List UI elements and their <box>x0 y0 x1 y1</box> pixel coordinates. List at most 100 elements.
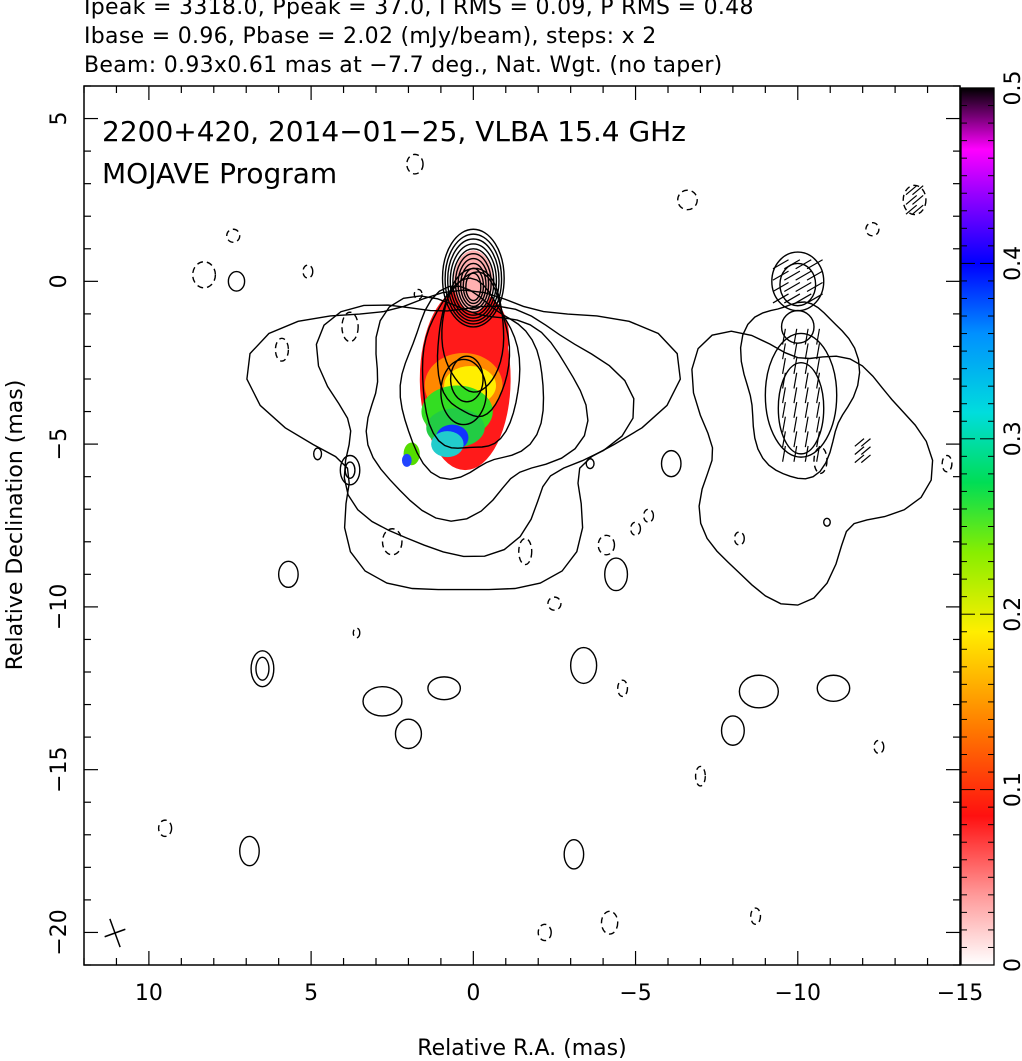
program-annotation: MOJAVE Program <box>102 157 337 190</box>
negative-contour <box>733 531 745 546</box>
evpa-vector <box>804 431 809 448</box>
evpa-vector <box>784 270 801 281</box>
jet-contour <box>365 295 589 522</box>
evpa-vector <box>782 343 786 360</box>
evpa-vector <box>804 445 809 462</box>
evpa-vector <box>793 416 798 433</box>
evpa-vector <box>854 454 865 464</box>
axis-ticks <box>83 85 961 966</box>
y-axis-title: Relative Declination (mas) <box>3 380 28 671</box>
x-tick-label: −15 <box>937 981 983 1006</box>
negative-contour <box>902 184 927 216</box>
noise-contour <box>239 835 260 867</box>
evpa-vector <box>793 328 798 345</box>
evpa-vector <box>782 357 786 374</box>
evpa-vector <box>854 438 865 447</box>
evpa-vector <box>860 438 871 447</box>
evpa-vector <box>804 372 809 389</box>
evpa-vector <box>772 270 789 281</box>
noise-contour <box>339 454 361 486</box>
evpa-vector <box>912 204 924 215</box>
evpa-vector <box>804 416 809 433</box>
colorbar-tick-label: 0.5 <box>1001 71 1022 106</box>
jet-contour <box>441 267 505 393</box>
evpa-vector <box>804 387 809 404</box>
negative-contour <box>381 528 403 556</box>
evpa-vector <box>806 259 823 270</box>
evpa-vector <box>782 416 786 433</box>
evpa-vector <box>806 282 823 293</box>
negative-contour <box>629 521 642 536</box>
noise-contour <box>660 449 682 478</box>
pol-contour <box>780 309 815 344</box>
evpa-vector <box>804 401 809 418</box>
core-region <box>453 250 493 313</box>
evpa-vector <box>793 431 798 448</box>
noise-contour <box>427 676 462 701</box>
negative-contour <box>750 907 762 926</box>
evpa-vector <box>912 185 924 196</box>
evpa-vector <box>784 293 801 304</box>
evpa-vector <box>905 194 918 205</box>
noise-contour <box>569 646 598 685</box>
evpa-vector <box>782 401 786 418</box>
negative-contour <box>352 627 361 639</box>
color-region <box>431 431 464 458</box>
core-contour <box>441 228 505 328</box>
evpa-vector <box>782 445 786 462</box>
negative-contour <box>547 596 562 611</box>
colorbar-tick-label: 0.1 <box>1001 772 1022 807</box>
evpa-vector <box>912 194 924 205</box>
noise-contour <box>816 674 851 702</box>
y-tick-label: −15 <box>47 746 72 792</box>
noise-contour <box>255 656 270 681</box>
evpa-vector <box>905 185 918 196</box>
evpa-vector <box>793 387 798 404</box>
evpa-vector <box>860 446 871 455</box>
evpa-vector <box>795 270 812 281</box>
noise-contour <box>585 458 595 470</box>
evpa-vector <box>816 357 821 374</box>
evpa-vector <box>816 401 821 418</box>
core-contour <box>452 248 495 316</box>
negative-contour <box>873 739 885 755</box>
intensity-contours <box>157 153 953 942</box>
evpa-vector <box>793 445 798 462</box>
evpa-vector <box>816 343 821 360</box>
evpa-vector <box>793 343 798 360</box>
negative-contour <box>642 508 655 523</box>
evpa-vector <box>905 204 918 215</box>
plot-frame <box>83 85 961 966</box>
polarization-vectors <box>772 185 924 464</box>
evpa-vector <box>854 446 865 455</box>
x-tick-label: 10 <box>135 981 163 1006</box>
source-annotation: 2200+420, 2014−01−25, VLBA 15.4 GHz <box>102 115 686 148</box>
evpa-vector <box>795 259 812 270</box>
pol-contour <box>779 262 817 307</box>
evpa-vector <box>816 416 821 433</box>
negative-contour <box>597 534 616 556</box>
core-contour <box>459 262 487 308</box>
negative-contour <box>617 679 629 698</box>
header-line-1: Ipeak = 3318.0, Ppeak = 37.0, I RMS = 0.… <box>84 0 754 20</box>
evpa-vector <box>806 293 823 304</box>
negative-contour <box>677 189 698 211</box>
y-tick-label: 5 <box>47 112 72 126</box>
negative-contour <box>226 228 241 243</box>
evpa-vector <box>795 293 812 304</box>
evpa-vector <box>816 431 821 448</box>
negative-contour <box>274 337 290 362</box>
negative-contour <box>302 264 314 279</box>
colorbar-tick-label: 0.4 <box>1001 246 1022 281</box>
y-tick-label: −20 <box>47 909 72 955</box>
evpa-vector <box>793 372 798 389</box>
evpa-vector <box>860 454 871 464</box>
core-contour <box>457 257 490 311</box>
core-contour <box>449 243 498 319</box>
evpa-vector <box>772 282 789 293</box>
negative-contour <box>694 765 707 787</box>
core-contour <box>454 252 492 313</box>
jet-contour <box>246 289 682 591</box>
y-tick-label: 0 <box>47 274 72 288</box>
